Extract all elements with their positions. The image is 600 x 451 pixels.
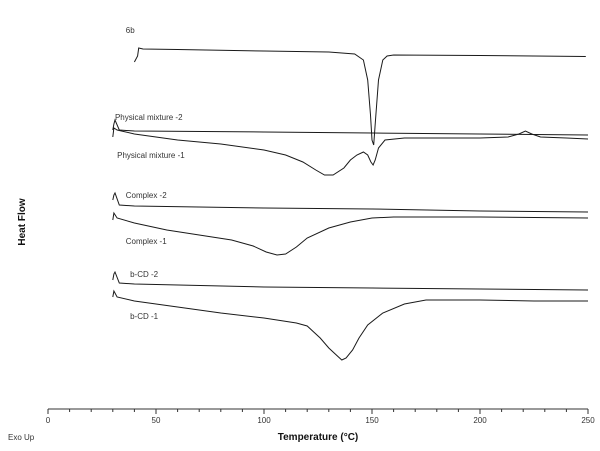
- curve-complex-2: [112, 191, 589, 213]
- x-tick-label: 250: [581, 416, 595, 425]
- x-tick-label: 150: [365, 416, 379, 425]
- curve-label: 6b: [126, 26, 135, 35]
- x-tick-label: 0: [46, 416, 51, 425]
- curves: [112, 47, 589, 361]
- curve-label: b-CD -1: [130, 312, 159, 321]
- curve-label: Complex -1: [126, 237, 167, 246]
- exo-up-note: Exo Up: [8, 433, 35, 442]
- x-tick-label: 200: [473, 416, 487, 425]
- curve-physical-mixture-1: [112, 127, 589, 176]
- curve-b-cd-2: [112, 270, 589, 291]
- x-tick-label: 100: [257, 416, 271, 425]
- curve-complex-1: [112, 211, 589, 256]
- x-axis-ticks: 0 50 100 150 200 250: [46, 409, 595, 425]
- curve-6b: [133, 47, 586, 146]
- curve-label: Physical mixture -2: [115, 113, 183, 122]
- curve-b-cd-1: [112, 289, 588, 361]
- curve-label: Complex -2: [126, 191, 167, 200]
- axes: 0 50 100 150 200 250: [46, 408, 595, 425]
- y-axis-title: Heat Flow: [17, 198, 28, 245]
- x-tick-label: 50: [152, 416, 161, 425]
- curve-label: b-CD -2: [130, 270, 159, 279]
- curve-labels: 6b Physical mixture -2 Physical mixture -1…: [115, 26, 185, 321]
- curve-label: Physical mixture -1: [117, 151, 185, 160]
- curve-physical-mixture-2: [112, 118, 589, 136]
- x-axis-title: Temperature (°C): [278, 432, 359, 443]
